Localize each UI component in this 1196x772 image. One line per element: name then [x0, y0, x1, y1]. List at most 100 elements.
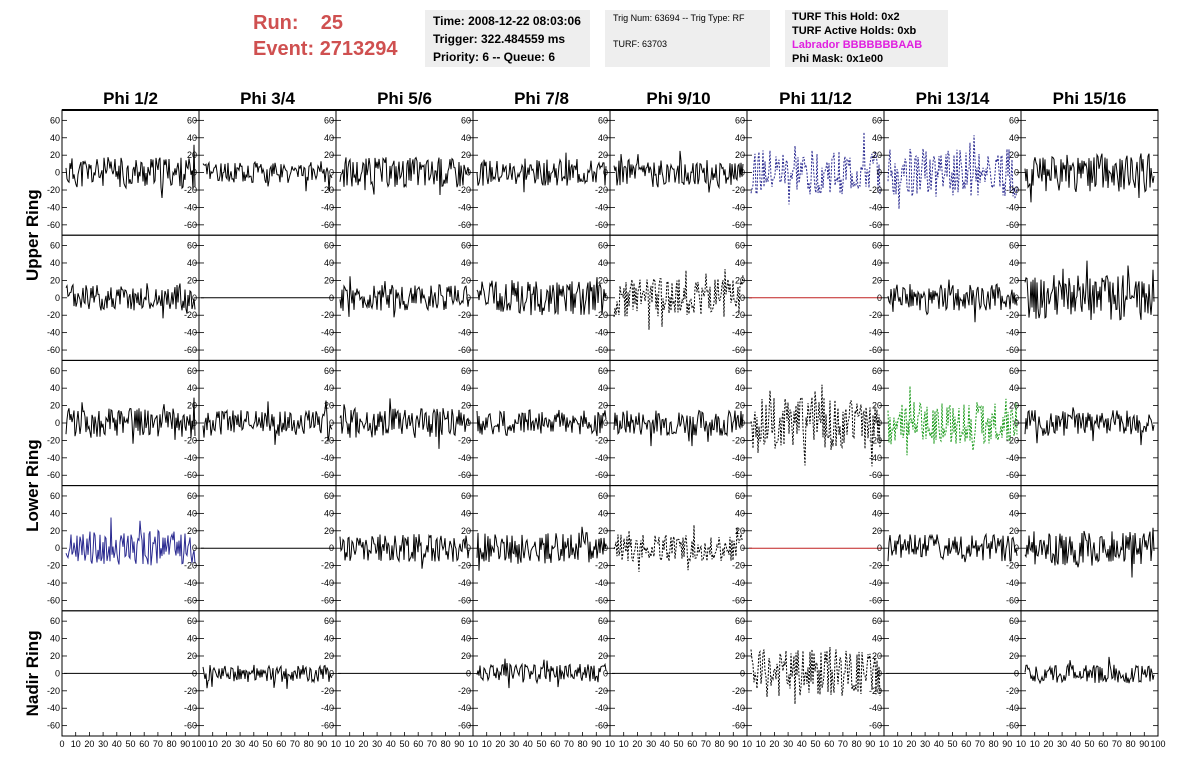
y-tick-label: 40: [461, 383, 471, 393]
y-tick-label: 40: [1009, 258, 1019, 268]
x-tick-label: 10: [619, 739, 629, 749]
y-tick-label: -20: [595, 185, 608, 195]
y-tick-label: 40: [598, 383, 608, 393]
y-tick-label: -60: [732, 345, 745, 355]
trig-info-box: Trig Num: 63694 -- Trig Type: RF TURF: 6…: [605, 10, 770, 67]
y-tick-label: -60: [184, 220, 197, 230]
x-tick-label: 30: [783, 739, 793, 749]
panel-frame: [746, 109, 885, 236]
y-tick-label: -60: [458, 345, 471, 355]
y-tick-label: 40: [324, 258, 334, 268]
y-tick-label: 40: [324, 383, 334, 393]
run-value: 25: [320, 12, 344, 34]
y-tick-label: -20: [732, 686, 745, 696]
x-tick-label: 40: [1071, 739, 1081, 749]
y-tick-label: 0: [55, 543, 60, 553]
y-tick-label: -60: [732, 470, 745, 480]
y-tick-label: -20: [184, 310, 197, 320]
x-tick-label: 80: [852, 739, 862, 749]
y-tick-label: -60: [184, 595, 197, 605]
y-tick-label: 20: [1009, 150, 1019, 160]
y-tick-label: 20: [872, 526, 882, 536]
y-tick-label: -20: [47, 185, 60, 195]
x-tick-label: 50: [1084, 739, 1094, 749]
x-tick-label: 20: [769, 739, 779, 749]
x-tick-label: 10: [468, 739, 478, 749]
y-tick-label: 0: [740, 543, 745, 553]
y-tick-label: 40: [872, 508, 882, 518]
waveform-trace: [613, 409, 744, 447]
y-tick-label: 40: [461, 508, 471, 518]
y-tick-label: -40: [47, 578, 60, 588]
y-tick-label: 60: [598, 491, 608, 501]
y-tick-label: -60: [458, 220, 471, 230]
y-tick-label: 40: [872, 133, 882, 143]
y-tick-label: -40: [595, 202, 608, 212]
waveform-trace: [65, 397, 196, 444]
y-tick-label: 40: [735, 383, 745, 393]
y-tick-label: -60: [732, 595, 745, 605]
y-tick-label: 40: [324, 634, 334, 644]
y-tick-label: 40: [187, 133, 197, 143]
y-tick-label: 20: [598, 401, 608, 411]
y-tick-label: 0: [603, 293, 608, 303]
y-tick-label: 40: [50, 258, 60, 268]
y-tick-label: 60: [735, 366, 745, 376]
y-tick-label: 20: [1009, 651, 1019, 661]
x-tick-label: 30: [372, 739, 382, 749]
y-tick-label: 60: [872, 115, 882, 125]
y-tick-label: 0: [329, 418, 334, 428]
turf-text: TURF: 63703: [613, 39, 668, 49]
priority-text: Priority: 6 -- Queue: 6: [433, 50, 556, 64]
x-tick-label: 30: [646, 739, 656, 749]
y-tick-label: 0: [55, 293, 60, 303]
x-tick-label: 20: [1043, 739, 1053, 749]
x-tick-label: 40: [386, 739, 396, 749]
waveform-trace: [750, 384, 881, 467]
y-tick-label: 0: [603, 418, 608, 428]
x-tick-label: 90: [1002, 739, 1012, 749]
y-tick-label: 20: [324, 401, 334, 411]
y-tick-label: 60: [1009, 491, 1019, 501]
y-tick-label: 60: [187, 366, 197, 376]
y-tick-label: 40: [461, 258, 471, 268]
y-tick-label: -60: [47, 345, 60, 355]
y-tick-label: -40: [321, 453, 334, 463]
y-tick-label: 0: [192, 668, 197, 678]
y-tick-label: -20: [184, 561, 197, 571]
y-tick-label: -20: [47, 561, 60, 571]
panel-frame: [883, 485, 1022, 612]
y-tick-label: -60: [47, 721, 60, 731]
x-tick-label: 90: [591, 739, 601, 749]
y-tick-label: -40: [184, 703, 197, 713]
labrador-text: Labrador BBBBBBBAAB: [792, 39, 923, 51]
x-tick-label: 80: [578, 739, 588, 749]
y-tick-label: 60: [187, 616, 197, 626]
y-tick-label: -20: [869, 435, 882, 445]
y-tick-label: 60: [598, 366, 608, 376]
waveform-trace: [476, 152, 607, 193]
y-tick-label: -20: [321, 561, 334, 571]
y-tick-label: 0: [192, 543, 197, 553]
y-tick-label: 0: [466, 668, 471, 678]
y-tick-label: 60: [872, 491, 882, 501]
y-tick-label: 60: [598, 241, 608, 251]
y-tick-label: 20: [872, 651, 882, 661]
x-tick-label: 10: [742, 739, 752, 749]
y-tick-label: -40: [732, 328, 745, 338]
y-tick-label: -60: [595, 470, 608, 480]
waveform-trace: [887, 135, 1018, 209]
x-tick-label: 10: [1016, 739, 1026, 749]
y-tick-label: 40: [461, 634, 471, 644]
y-tick-label: 60: [1009, 616, 1019, 626]
y-tick-label: 60: [50, 616, 60, 626]
y-tick-label: 0: [603, 668, 608, 678]
y-tick-label: 40: [187, 258, 197, 268]
y-tick-label: -60: [321, 470, 334, 480]
y-tick-label: -40: [869, 703, 882, 713]
y-tick-label: -40: [47, 328, 60, 338]
y-tick-label: -60: [47, 220, 60, 230]
x-tick-label: 50: [399, 739, 409, 749]
y-tick-label: -20: [595, 561, 608, 571]
